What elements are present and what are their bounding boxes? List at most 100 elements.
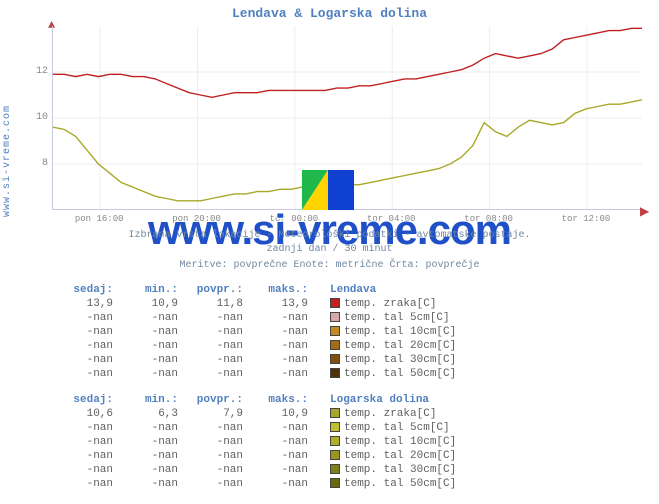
value-cell: 11,8 bbox=[182, 298, 247, 312]
value-cell: -nan bbox=[182, 368, 247, 382]
table-row: -nan-nan-nan-nantemp. tal 50cm[C] bbox=[52, 478, 460, 492]
value-cell: 13,9 bbox=[247, 298, 312, 312]
value-cell: -nan bbox=[247, 464, 312, 478]
value-cell: -nan bbox=[117, 464, 182, 478]
col-header: min.: bbox=[117, 284, 182, 298]
series-label: temp. tal 50cm[C] bbox=[326, 478, 460, 492]
value-cell: -nan bbox=[52, 354, 117, 368]
series-label: temp. tal 10cm[C] bbox=[326, 326, 460, 340]
value-cell: -nan bbox=[52, 436, 117, 450]
table-row: -nan-nan-nan-nantemp. tal 20cm[C] bbox=[52, 340, 460, 354]
chart-title: Lendava & Logarska dolina bbox=[0, 6, 659, 21]
ytick-label: 8 bbox=[32, 158, 48, 169]
value-cell: -nan bbox=[247, 326, 312, 340]
table-row: -nan-nan-nan-nantemp. tal 30cm[C] bbox=[52, 354, 460, 368]
value-cell: -nan bbox=[182, 312, 247, 326]
stats-tables: sedaj:min.:povpr.:maks.:Lendava13,910,91… bbox=[52, 284, 642, 504]
value-cell: 10,6 bbox=[52, 408, 117, 422]
value-cell: 10,9 bbox=[117, 298, 182, 312]
location-name: Logarska dolina bbox=[326, 394, 460, 408]
value-cell: 7,9 bbox=[182, 408, 247, 422]
subtitle-meta: Meritve: povprečne Enote: metrične Črta:… bbox=[0, 260, 659, 271]
value-cell: -nan bbox=[247, 478, 312, 492]
stats-table: sedaj:min.:povpr.:maks.:Lendava13,910,91… bbox=[52, 284, 460, 382]
series-label: temp. tal 5cm[C] bbox=[326, 422, 460, 436]
series-label: temp. tal 10cm[C] bbox=[326, 436, 460, 450]
col-header: maks.: bbox=[247, 284, 312, 298]
col-header: min.: bbox=[117, 394, 182, 408]
value-cell: -nan bbox=[182, 478, 247, 492]
color-swatch-icon bbox=[330, 368, 340, 378]
value-cell: -nan bbox=[182, 354, 247, 368]
value-cell: -nan bbox=[182, 464, 247, 478]
color-swatch-icon bbox=[330, 354, 340, 364]
col-header: povpr.: bbox=[182, 284, 247, 298]
value-cell: -nan bbox=[247, 340, 312, 354]
subtitle-period: zadnji dan / 30 minut bbox=[0, 244, 659, 255]
xtick-label: tor 00:00 bbox=[270, 214, 319, 224]
series-label: temp. tal 30cm[C] bbox=[326, 354, 460, 368]
xtick-label: pon 20:00 bbox=[172, 214, 221, 224]
value-cell: -nan bbox=[182, 422, 247, 436]
series-label: temp. tal 30cm[C] bbox=[326, 464, 460, 478]
value-cell: -nan bbox=[117, 422, 182, 436]
col-header: povpr.: bbox=[182, 394, 247, 408]
color-swatch-icon bbox=[330, 478, 340, 488]
value-cell: -nan bbox=[117, 354, 182, 368]
series-label: temp. zraka[C] bbox=[326, 298, 460, 312]
xtick-label: tor 04:00 bbox=[367, 214, 416, 224]
xtick-label: tor 08:00 bbox=[464, 214, 513, 224]
value-cell: -nan bbox=[247, 368, 312, 382]
table-row: -nan-nan-nan-nantemp. tal 5cm[C] bbox=[52, 312, 460, 326]
series-label: temp. tal 5cm[C] bbox=[326, 312, 460, 326]
value-cell: -nan bbox=[52, 422, 117, 436]
value-cell: -nan bbox=[117, 436, 182, 450]
value-cell: -nan bbox=[117, 368, 182, 382]
value-cell: 13,9 bbox=[52, 298, 117, 312]
value-cell: -nan bbox=[117, 326, 182, 340]
value-cell: -nan bbox=[52, 326, 117, 340]
value-cell: -nan bbox=[117, 478, 182, 492]
series-label: temp. tal 20cm[C] bbox=[326, 340, 460, 354]
value-cell: -nan bbox=[117, 450, 182, 464]
value-cell: -nan bbox=[52, 312, 117, 326]
table-row: -nan-nan-nan-nantemp. tal 10cm[C] bbox=[52, 436, 460, 450]
color-swatch-icon bbox=[330, 436, 340, 446]
value-cell: -nan bbox=[247, 422, 312, 436]
table-row: -nan-nan-nan-nantemp. tal 50cm[C] bbox=[52, 368, 460, 382]
value-cell: -nan bbox=[117, 340, 182, 354]
col-header: maks.: bbox=[247, 394, 312, 408]
col-header: sedaj: bbox=[52, 284, 117, 298]
value-cell: -nan bbox=[182, 326, 247, 340]
color-swatch-icon bbox=[330, 340, 340, 350]
value-cell: -nan bbox=[182, 436, 247, 450]
series-label: temp. tal 20cm[C] bbox=[326, 450, 460, 464]
value-cell: -nan bbox=[117, 312, 182, 326]
table-row: -nan-nan-nan-nantemp. tal 10cm[C] bbox=[52, 326, 460, 340]
value-cell: -nan bbox=[52, 340, 117, 354]
series-label: temp. zraka[C] bbox=[326, 408, 460, 422]
color-swatch-icon bbox=[330, 298, 340, 308]
series-label: temp. tal 50cm[C] bbox=[326, 368, 460, 382]
ytick-label: 10 bbox=[32, 112, 48, 123]
ytick-label: 12 bbox=[32, 66, 48, 77]
xtick-label: tor 12:00 bbox=[562, 214, 611, 224]
color-swatch-icon bbox=[330, 312, 340, 322]
color-swatch-icon bbox=[330, 326, 340, 336]
value-cell: -nan bbox=[52, 450, 117, 464]
xtick-label: pon 16:00 bbox=[75, 214, 124, 224]
stats-table: sedaj:min.:povpr.:maks.: Logarska dolina 1… bbox=[52, 394, 460, 492]
value-cell: -nan bbox=[247, 450, 312, 464]
value-cell: 10,9 bbox=[247, 408, 312, 422]
value-cell: -nan bbox=[247, 312, 312, 326]
table-row: 10,66,37,910,9temp. zraka[C] bbox=[52, 408, 460, 422]
col-header: sedaj: bbox=[52, 394, 117, 408]
table-row: -nan-nan-nan-nantemp. tal 5cm[C] bbox=[52, 422, 460, 436]
subtitle-source: Izbrana vrsta lokacije - Meteorološki po… bbox=[0, 230, 659, 241]
value-cell: -nan bbox=[52, 368, 117, 382]
watermark-logo-icon bbox=[302, 170, 354, 210]
value-cell: -nan bbox=[182, 450, 247, 464]
arrow-x-icon: ▶ bbox=[640, 204, 649, 219]
color-swatch-icon bbox=[330, 408, 340, 418]
location-name: Lendava bbox=[326, 284, 460, 298]
